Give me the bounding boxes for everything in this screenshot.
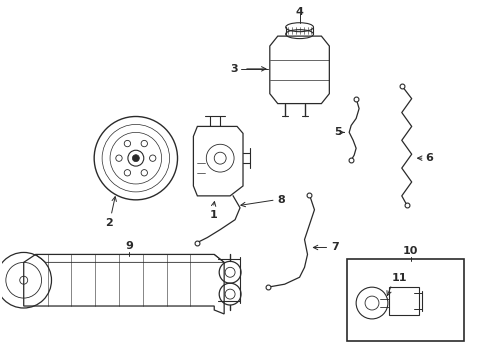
Text: 3: 3	[230, 64, 238, 74]
Bar	[346, 260, 463, 341]
Text: 9: 9	[125, 242, 133, 251]
Text: 4: 4	[295, 7, 303, 17]
Text: 11: 11	[391, 273, 407, 283]
Text: 7: 7	[331, 243, 338, 252]
Text: 6: 6	[425, 153, 432, 163]
Text: 1: 1	[209, 210, 217, 220]
Text: 5: 5	[334, 127, 342, 138]
Text: 10: 10	[402, 246, 418, 256]
Circle shape	[132, 155, 139, 162]
Text: 8: 8	[277, 195, 285, 205]
Text: 2: 2	[105, 218, 113, 228]
Bar	[388, 287, 418, 315]
